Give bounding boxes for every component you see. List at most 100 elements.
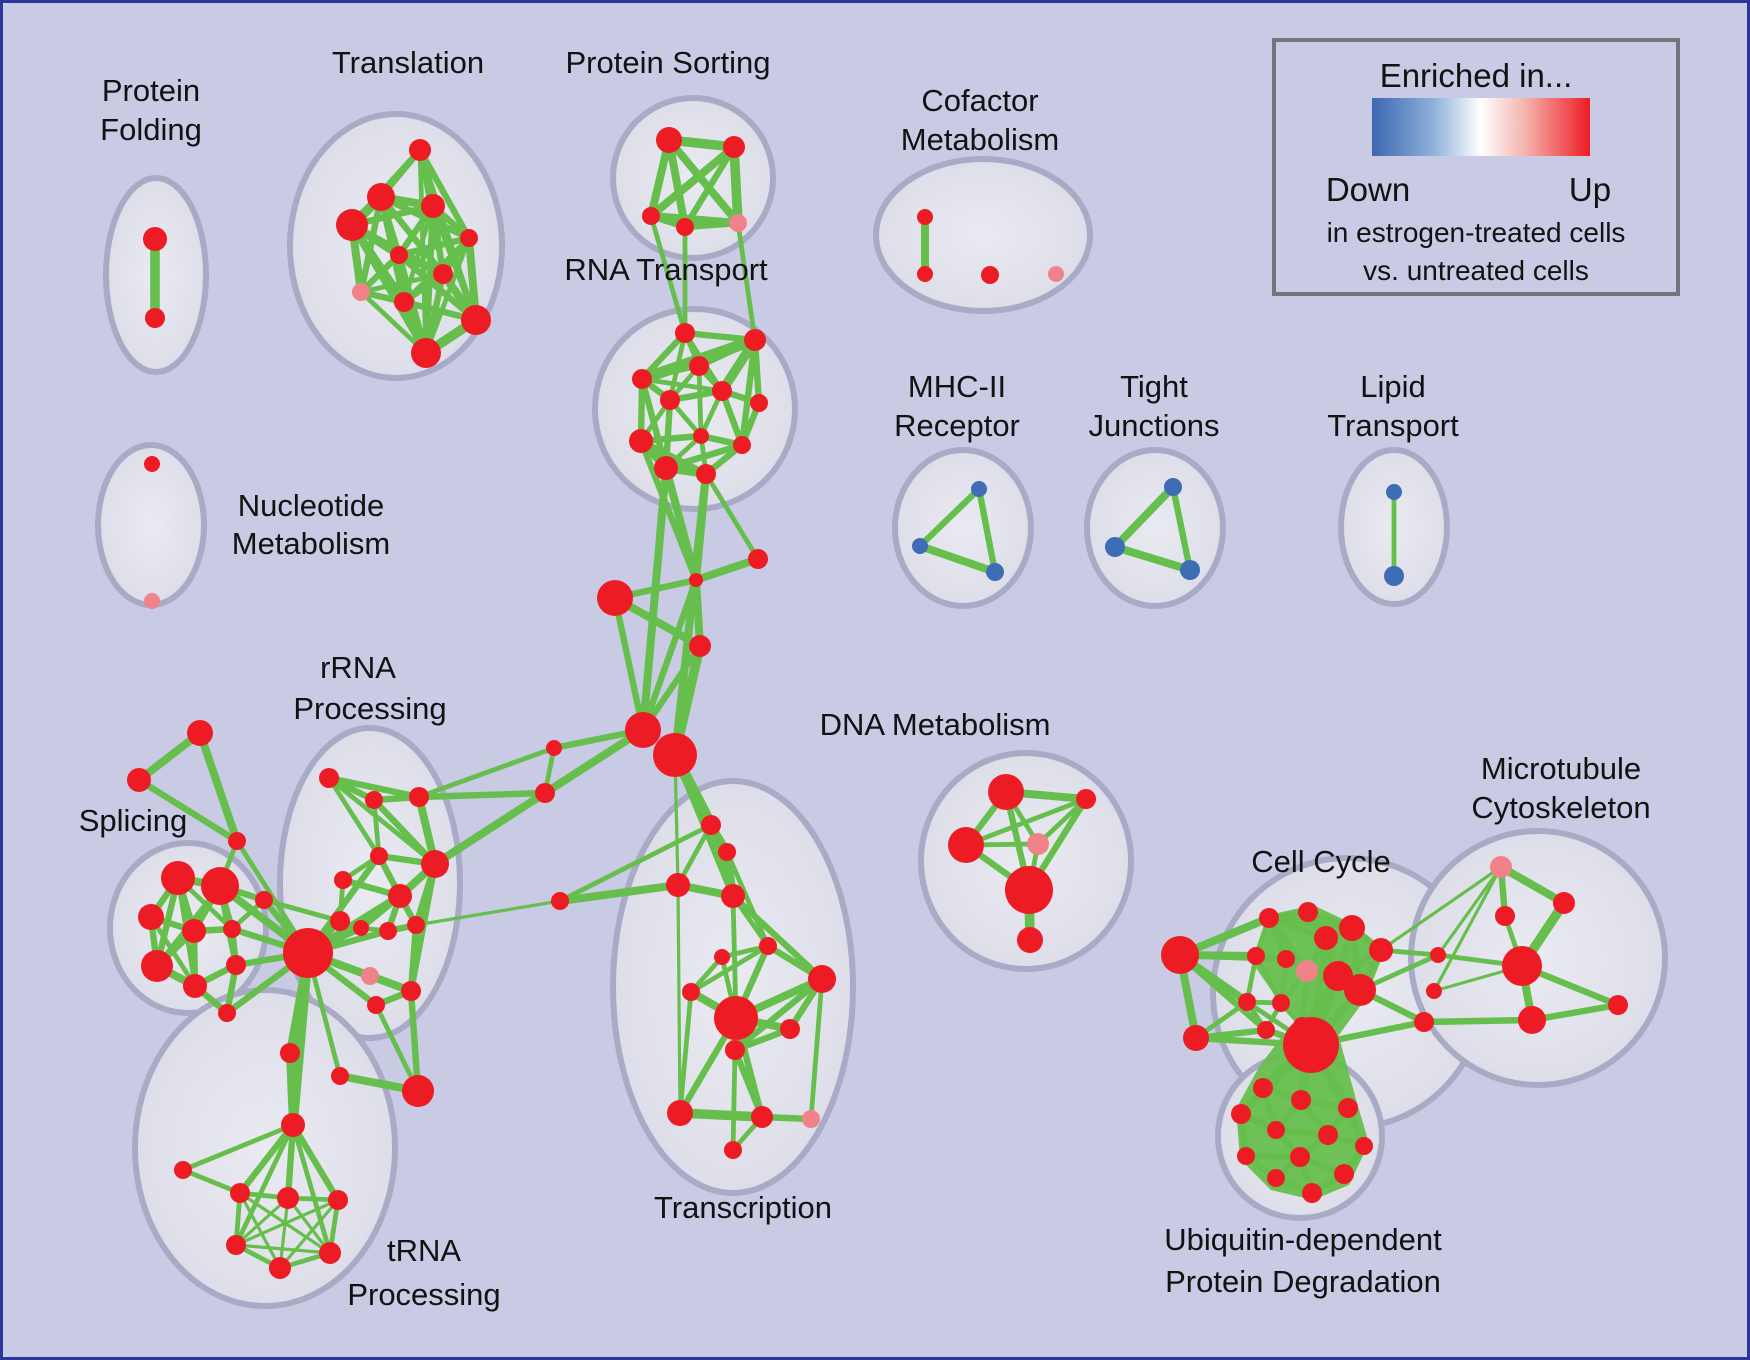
network-node xyxy=(1518,1006,1546,1034)
network-node xyxy=(230,1183,250,1203)
network-node xyxy=(1302,1183,1322,1203)
network-edge xyxy=(278,1198,340,1270)
network-node xyxy=(656,127,682,153)
network-node xyxy=(653,733,697,777)
network-edge xyxy=(135,776,241,845)
network-edge xyxy=(692,555,762,584)
network-node xyxy=(1027,833,1049,855)
network-node xyxy=(1283,1017,1339,1073)
network-node xyxy=(401,981,421,1001)
network-node xyxy=(667,1100,693,1126)
legend-title: Enriched in... xyxy=(1379,57,1573,94)
network-node xyxy=(127,768,151,792)
network-edge xyxy=(730,1047,738,1153)
cluster-label: Tight xyxy=(1120,369,1188,404)
cluster-label: Translation xyxy=(332,45,484,80)
network-node xyxy=(1257,1021,1275,1039)
cluster-label: Ubiquitin-dependent xyxy=(1164,1222,1442,1257)
network-edge xyxy=(233,1122,296,1248)
network-node xyxy=(986,563,1004,581)
network-node xyxy=(660,390,680,410)
network-node xyxy=(226,1235,246,1255)
cluster-label: DNA Metabolism xyxy=(820,707,1051,742)
cluster-label: Transcription xyxy=(654,1190,832,1225)
network-edge xyxy=(236,1121,297,1197)
network-node xyxy=(421,850,449,878)
network-node xyxy=(367,183,395,211)
network-edge xyxy=(916,542,999,576)
network-node xyxy=(269,1257,291,1279)
network-edge xyxy=(407,921,420,995)
network-edge xyxy=(180,1167,243,1196)
cluster-label: rRNA xyxy=(320,650,396,685)
network-node xyxy=(629,429,653,453)
network-node xyxy=(141,950,173,982)
network-node xyxy=(1267,1169,1285,1187)
network-edge xyxy=(665,136,742,227)
cluster-label: Transport xyxy=(1327,408,1459,443)
network-node xyxy=(330,911,350,931)
network-node xyxy=(319,1242,341,1264)
network-node xyxy=(1164,478,1182,496)
cluster-label: tRNA xyxy=(387,1233,461,1268)
network-edge xyxy=(1379,865,1503,952)
network-node xyxy=(1334,1164,1354,1184)
network-edge xyxy=(286,1049,297,1129)
network-node xyxy=(460,229,478,247)
network-node xyxy=(1426,983,1442,999)
network-node xyxy=(1490,856,1512,878)
network-node xyxy=(461,305,491,335)
network-edge xyxy=(688,943,771,995)
network-edge xyxy=(358,271,446,295)
cluster-label: Processing xyxy=(347,1277,500,1312)
network-node xyxy=(729,214,747,232)
network-node xyxy=(394,292,414,312)
network-edge xyxy=(234,1198,340,1247)
network-edge xyxy=(1169,483,1194,574)
network-node xyxy=(281,1113,305,1137)
network-node xyxy=(1314,926,1338,950)
network-node xyxy=(183,974,207,998)
network-node xyxy=(228,832,246,850)
network-node xyxy=(1237,1147,1255,1165)
network-node xyxy=(277,1187,299,1209)
network-edge xyxy=(738,336,759,449)
cluster-label: Receptor xyxy=(894,408,1020,443)
network-edge xyxy=(286,1196,332,1255)
cluster-ellipse xyxy=(892,447,1034,609)
network-node xyxy=(1048,266,1064,282)
cluster-label: Protein xyxy=(102,73,200,108)
network-node xyxy=(917,209,933,225)
network-edge xyxy=(731,975,826,1054)
network-node xyxy=(138,904,164,930)
network-edge xyxy=(395,234,473,259)
network-node xyxy=(682,983,700,1001)
network-node xyxy=(724,1141,742,1159)
network-edge xyxy=(325,774,423,801)
network-node xyxy=(1386,484,1402,500)
network-node xyxy=(1005,866,1053,914)
network-node xyxy=(1183,1025,1209,1051)
network-node xyxy=(1076,789,1096,809)
network-edge xyxy=(370,796,439,868)
network-edge xyxy=(234,1243,332,1255)
network-node xyxy=(334,871,352,889)
network-node xyxy=(1259,908,1279,928)
network-node xyxy=(546,740,562,756)
network-edge xyxy=(415,789,549,801)
network-edge xyxy=(639,376,725,394)
cluster-label: Cofactor xyxy=(921,83,1038,118)
network-node xyxy=(1298,902,1318,922)
cluster-label: Cytoskeleton xyxy=(1471,790,1650,825)
network-node xyxy=(1369,938,1393,962)
network-edge xyxy=(196,729,241,845)
network-node xyxy=(1238,993,1256,1011)
network-edge xyxy=(676,883,682,1115)
cluster-label: Lipid xyxy=(1360,369,1426,404)
network-node xyxy=(1291,1090,1311,1110)
network-node xyxy=(632,369,652,389)
network-edge xyxy=(234,1196,290,1247)
network-edge xyxy=(735,220,758,343)
network-node xyxy=(1231,1104,1251,1124)
network-node xyxy=(218,1004,236,1022)
